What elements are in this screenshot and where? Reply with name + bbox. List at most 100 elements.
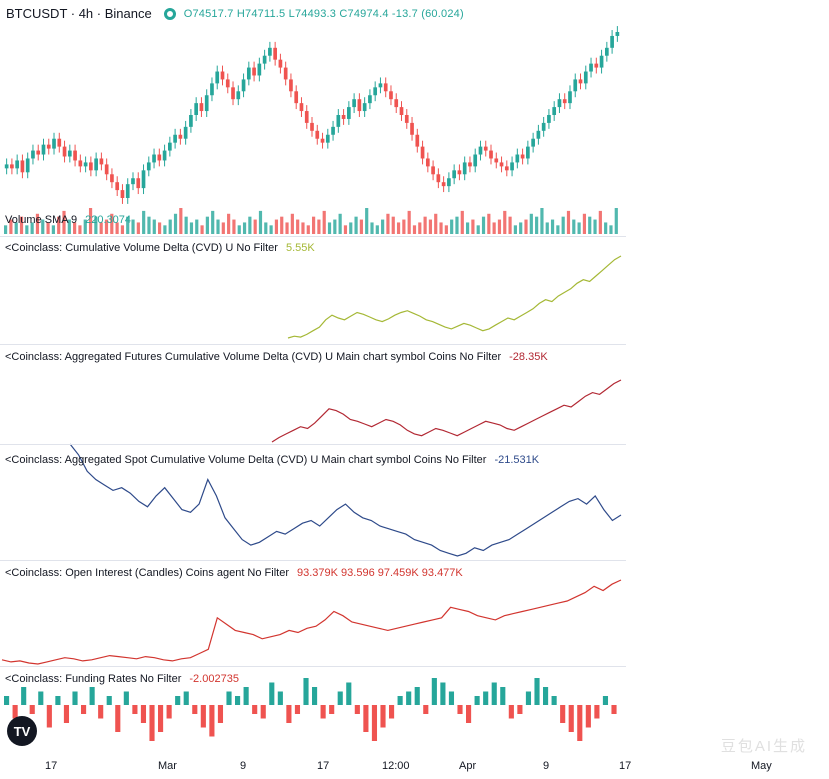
candle-body bbox=[204, 95, 209, 112]
spot-cvd-value: -21.531K bbox=[494, 454, 540, 466]
volume-bar bbox=[609, 225, 613, 234]
pane-separator[interactable] bbox=[0, 444, 626, 445]
candle-body bbox=[578, 79, 583, 84]
volume-bar bbox=[614, 208, 618, 234]
volume-bar bbox=[242, 222, 247, 234]
funding-legend[interactable]: <Coinclass: Funding Rates No Filter -2.00… bbox=[5, 673, 239, 685]
volume-bar bbox=[120, 225, 125, 234]
market-status-icon bbox=[163, 7, 176, 20]
x-tick-label: 12:00 bbox=[382, 760, 410, 772]
open-interest-legend[interactable]: <Coinclass: Open Interest (Candles) Coin… bbox=[5, 567, 463, 579]
volume-bar bbox=[173, 213, 178, 234]
funding-bar bbox=[585, 705, 591, 728]
volume-bar bbox=[269, 225, 273, 234]
funding-bar bbox=[389, 705, 395, 719]
candle-body bbox=[146, 162, 151, 171]
candle-body bbox=[541, 122, 546, 131]
volume-bar bbox=[163, 225, 167, 234]
candle-body bbox=[262, 55, 267, 64]
pane-separator[interactable] bbox=[0, 560, 626, 561]
volume-value: 220.3074 bbox=[85, 214, 132, 226]
candle-body bbox=[215, 71, 220, 84]
volume-bar bbox=[104, 219, 109, 234]
volume-bar bbox=[67, 219, 71, 234]
volume-bar bbox=[136, 222, 140, 234]
funding-bar bbox=[423, 705, 429, 714]
symbol-title[interactable]: BTCUSDT · 4h · Binance bbox=[6, 6, 152, 21]
funding-bar bbox=[226, 691, 232, 705]
candle-body bbox=[83, 162, 88, 167]
candle-body bbox=[36, 150, 41, 155]
funding-bar bbox=[320, 705, 326, 719]
candle-body bbox=[67, 150, 72, 157]
pane-separator[interactable] bbox=[0, 344, 626, 345]
x-tick-label: 9 bbox=[543, 760, 550, 772]
x-tick-label: 17 bbox=[619, 760, 632, 772]
volume-bar bbox=[115, 222, 119, 234]
volume-bar bbox=[540, 208, 544, 234]
tradingview-logo[interactable]: TV bbox=[7, 716, 37, 746]
funding-bar bbox=[491, 682, 497, 705]
watermark: 豆包AI生成 bbox=[720, 738, 807, 755]
candle-body bbox=[104, 164, 109, 175]
futures-cvd-legend[interactable]: <Coinclass: Aggregated Futures Cumulativ… bbox=[5, 351, 548, 363]
candle-body bbox=[594, 63, 599, 68]
funding-bar bbox=[397, 696, 403, 705]
volume-bar bbox=[14, 222, 18, 234]
candle-body bbox=[173, 134, 177, 143]
volume-bar bbox=[434, 213, 438, 234]
candle-body bbox=[336, 115, 341, 127]
volume-bar bbox=[168, 219, 172, 234]
funding-label: <Coinclass: Funding Rates No Filter bbox=[5, 673, 182, 685]
funding-bar bbox=[457, 705, 463, 714]
funding-bar bbox=[217, 705, 224, 723]
candle-body bbox=[399, 107, 404, 115]
candle-body bbox=[389, 91, 393, 100]
volume-bar bbox=[83, 219, 87, 234]
volume-bar bbox=[402, 219, 406, 234]
candle-body bbox=[4, 164, 9, 169]
funding-bar bbox=[611, 705, 617, 714]
volume-bar bbox=[375, 225, 379, 234]
funding-bar bbox=[594, 705, 600, 719]
candle-body bbox=[320, 138, 325, 143]
candle-body bbox=[304, 111, 309, 123]
volume-legend[interactable]: Volume SMA 9 220.3074 bbox=[5, 214, 131, 226]
volume-bar bbox=[338, 213, 342, 234]
spot-cvd-legend[interactable]: <Coinclass: Aggregated Spot Cumulative V… bbox=[5, 454, 539, 466]
candle-body bbox=[520, 154, 525, 159]
candle-body bbox=[231, 87, 235, 100]
volume-bar bbox=[333, 219, 337, 234]
candle-body bbox=[278, 59, 283, 68]
funding-bar bbox=[346, 682, 352, 705]
volume-bar bbox=[396, 222, 401, 234]
volume-bar bbox=[19, 216, 24, 234]
candle-body bbox=[141, 170, 146, 189]
volume-bar bbox=[179, 208, 183, 234]
volume-bar bbox=[301, 222, 305, 234]
candle-body bbox=[15, 160, 20, 169]
pane-separator[interactable] bbox=[0, 666, 626, 667]
funding-bar bbox=[72, 691, 78, 705]
funding-bar bbox=[183, 691, 189, 705]
candle-body bbox=[31, 150, 35, 159]
cvd-legend[interactable]: <Coinclass: Cumulative Volume Delta (CVD… bbox=[5, 242, 315, 254]
volume-bar bbox=[327, 222, 332, 234]
candle-body bbox=[526, 146, 530, 159]
candle-body bbox=[220, 71, 225, 80]
volume-bar bbox=[423, 216, 427, 234]
funding-bar bbox=[200, 705, 206, 728]
funding-bar bbox=[175, 696, 181, 705]
x-tick-label: May bbox=[751, 760, 772, 772]
funding-bar bbox=[260, 705, 266, 719]
funding-bar bbox=[474, 696, 480, 705]
funding-bar bbox=[132, 705, 138, 714]
pane-separator[interactable] bbox=[0, 236, 626, 237]
funding-value: -2.002735 bbox=[189, 673, 239, 685]
candle-body bbox=[268, 47, 272, 56]
volume-bar bbox=[237, 225, 241, 234]
volume-bar bbox=[535, 216, 539, 234]
volume-bar bbox=[407, 210, 411, 234]
funding-bar bbox=[286, 705, 292, 723]
